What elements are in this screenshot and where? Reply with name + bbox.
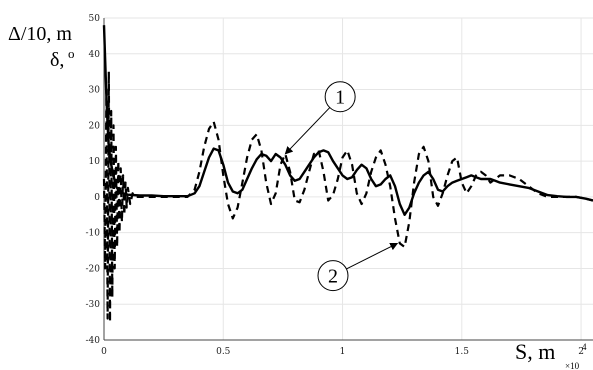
y-tick-label-0: -40 <box>86 336 101 346</box>
y-tick-label-6: 20 <box>89 121 101 131</box>
x-axis-label: S, m ×10 4 <box>515 339 587 370</box>
x-tick-label-2: 1 <box>340 347 346 357</box>
y-axis-label-line1: Δ/10, m <box>8 23 72 45</box>
y-axis-degree-symbol: o <box>68 46 75 61</box>
x-tick-label-4: 2 <box>578 347 584 357</box>
x-axis-multiplier-exponent: 4 <box>582 342 587 352</box>
y-tick-label-7: 30 <box>89 86 101 96</box>
y-tick-label-1: -30 <box>86 300 101 310</box>
callout-arrow-1 <box>284 107 331 155</box>
y-tick-label-8: 40 <box>89 50 101 60</box>
x-tick-label-3: 1.5 <box>455 347 470 357</box>
y-tick-label-9: 50 <box>89 14 101 24</box>
x-axis-label-text: S, m <box>515 339 555 364</box>
callout-label-1: 1 <box>335 87 345 109</box>
x-axis-multiplier-base: ×10 <box>565 361 580 370</box>
y-tick-label-5: 10 <box>89 157 101 167</box>
y-axis-label: Δ/10, m δ, o <box>8 23 75 71</box>
callout-arrow-2 <box>346 242 399 270</box>
y-tick-label-3: -10 <box>86 229 101 239</box>
tick-labels: -40 -30 -20 -10 0 10 20 30 40 50 0 0.5 1 1.5 2 <box>86 14 584 357</box>
y-tick-label-2: -20 <box>86 264 101 274</box>
x-tick-label-0: 0 <box>101 347 107 357</box>
callout-circle-2 <box>317 260 349 292</box>
y-axis-label-line2: δ, <box>50 49 64 71</box>
callout-label-2: 2 <box>328 266 338 288</box>
series-line-2 <box>102 70 593 324</box>
callout-circle-1 <box>324 81 356 113</box>
y-tick-label-4: 0 <box>94 193 100 203</box>
series-group <box>102 25 593 324</box>
annotations-group: 12 <box>284 81 399 292</box>
x-tick-label-1: 0.5 <box>216 347 231 357</box>
